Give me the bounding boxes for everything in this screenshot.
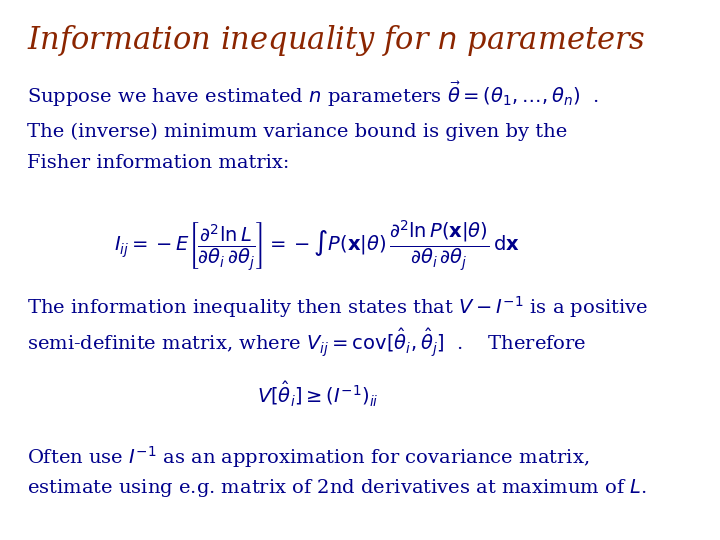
- Text: Often use $I^{-1}$ as an approximation for covariance matrix,: Often use $I^{-1}$ as an approximation f…: [27, 444, 589, 470]
- Text: The (inverse) minimum variance bound is given by the: The (inverse) minimum variance bound is …: [27, 122, 567, 140]
- Text: Fisher information matrix:: Fisher information matrix:: [27, 154, 289, 172]
- Text: The information inequality then states that $V - I^{-1}$ is a positive: The information inequality then states t…: [27, 294, 648, 320]
- Text: estimate using e.g. matrix of 2nd derivatives at maximum of $L$.: estimate using e.g. matrix of 2nd deriva…: [27, 477, 647, 499]
- Text: $V[\hat{\theta}_i] \geq (I^{-1})_{ii}$: $V[\hat{\theta}_i] \geq (I^{-1})_{ii}$: [256, 380, 378, 409]
- Text: Information inequality for $n$ parameters: Information inequality for $n$ parameter…: [27, 23, 645, 58]
- Text: Suppose we have estimated $n$ parameters $\vec{\theta} = (\theta_1, \ldots, \the: Suppose we have estimated $n$ parameters…: [27, 79, 598, 109]
- Text: $I_{ij} = -E\left[\dfrac{\partial^2 \ln L}{\partial\theta_i\, \partial\theta_j}\: $I_{ij} = -E\left[\dfrac{\partial^2 \ln …: [114, 219, 521, 273]
- Text: semi-definite matrix, where $V_{ij} = \mathrm{cov}[\hat{\theta}_i, \hat{\theta}_: semi-definite matrix, where $V_{ij} = \m…: [27, 326, 586, 359]
